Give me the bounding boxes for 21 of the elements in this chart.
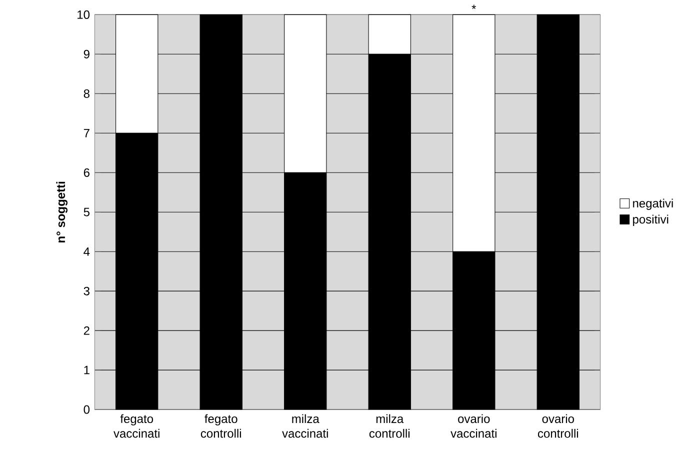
y-tick-label: 8 <box>84 89 90 98</box>
y-tick-label: 10 <box>78 10 90 19</box>
y-tick-label: 5 <box>84 208 90 216</box>
y-tick-label: 1 <box>84 366 90 374</box>
legend-label: negativi <box>633 198 673 210</box>
y-tick-label: 2 <box>84 326 90 335</box>
y-tick-label: 7 <box>84 128 90 138</box>
y-tick-label: 9 <box>84 50 90 58</box>
x-tick-label: ovario controlli <box>538 414 578 438</box>
x-tick-label: fegato controlli <box>200 414 241 438</box>
x-tick-label: ovario vaccinati <box>450 414 496 438</box>
y-tick-label: 3 <box>84 286 90 296</box>
y-axis-title: n° soggetti <box>56 182 68 242</box>
x-tick-label: milza controlli <box>369 414 410 438</box>
y-tick-label: 6 <box>84 168 90 177</box>
legend-label: positivi <box>633 214 668 226</box>
y-tick-label: 4 <box>84 247 90 256</box>
y-tick-label: 0 <box>84 405 90 414</box>
x-tick-label: milza vaccinati <box>282 414 328 438</box>
annotation: * <box>472 4 476 9</box>
x-tick-label: fegato vaccinati <box>114 414 160 438</box>
